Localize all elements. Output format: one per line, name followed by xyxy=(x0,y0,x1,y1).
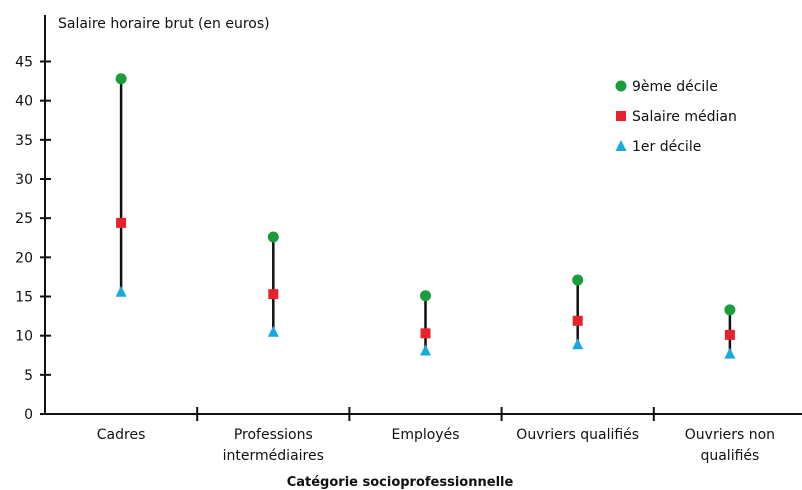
legend-1er-decile-label: 1er décile xyxy=(632,139,701,155)
x-tick-label: qualifiés xyxy=(700,448,759,464)
x-tick-label: intermédiaires xyxy=(223,448,324,464)
9eme-decile-point xyxy=(724,304,736,316)
range-lines xyxy=(119,78,732,354)
y-tick-label: 40 xyxy=(15,94,33,110)
legend-9eme-decile-label: 9ème décile xyxy=(632,79,718,95)
legend-1er-decile-marker xyxy=(615,140,627,151)
x-tick-label: Professions xyxy=(234,427,313,443)
salaire-median-point xyxy=(116,217,127,228)
x-axis-label: Catégorie socioprofessionnelle xyxy=(287,475,514,490)
x-axis-ticks: Cadres Professions intermédiaires Employés O… xyxy=(97,407,775,464)
salaire-median-point xyxy=(724,329,735,340)
salaire-median-point xyxy=(268,289,279,300)
legend-9eme-decile-marker xyxy=(615,80,627,92)
1er-decile-point xyxy=(724,347,736,359)
9eme-decile-point xyxy=(267,231,279,243)
y-tick-label: 5 xyxy=(24,368,33,384)
9eme-decile-point xyxy=(572,274,584,286)
salaire-median-point xyxy=(420,328,431,339)
data-markers xyxy=(115,73,736,359)
9eme-decile-point xyxy=(115,73,127,85)
x-tick-label: Cadres xyxy=(97,427,146,443)
1er-decile-point xyxy=(267,325,279,337)
y-tick-label: 20 xyxy=(15,250,33,266)
y-axis-label: Salaire horaire brut (en euros) xyxy=(58,16,270,32)
1er-decile-point xyxy=(420,344,431,356)
y-tick-label: 30 xyxy=(15,172,33,188)
legend-salaire-median-label: Salaire médian xyxy=(632,109,737,125)
y-tick-label: 35 xyxy=(15,133,33,149)
y-tick-label: 10 xyxy=(15,329,33,345)
x-tick-label: Ouvriers non xyxy=(685,427,775,443)
legend-salaire-median-marker xyxy=(616,111,626,121)
1er-decile-point xyxy=(572,338,584,350)
y-axis-ticks: 0 5 10 15 20 25 30 35 40 45 xyxy=(15,55,51,423)
legend: 9ème décile Salaire médian 1er décile xyxy=(615,79,737,155)
y-tick-label: 15 xyxy=(15,290,33,306)
x-tick-label: Employés xyxy=(391,427,459,443)
x-tick-label: Ouvriers qualifiés xyxy=(516,427,639,443)
9eme-decile-point xyxy=(420,290,431,302)
1er-decile-point xyxy=(115,285,127,297)
y-tick-label: 45 xyxy=(15,55,33,71)
y-tick-label: 25 xyxy=(15,211,33,227)
salaire-median-point xyxy=(572,315,583,326)
y-tick-label: 0 xyxy=(24,407,33,423)
